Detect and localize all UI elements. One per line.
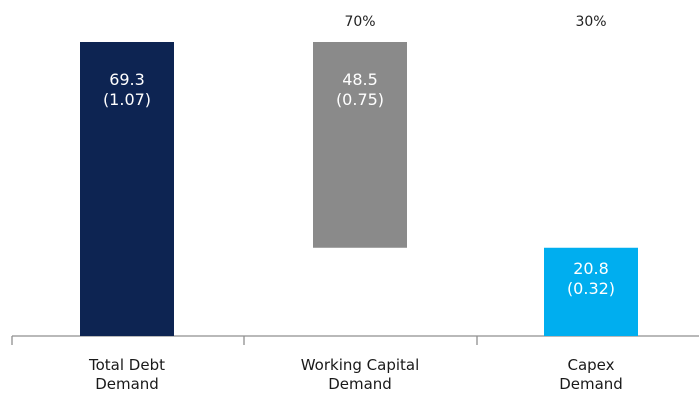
bar-1 bbox=[80, 42, 174, 336]
x-tick-label: Demand bbox=[328, 375, 392, 389]
bar-sublabel: (0.75) bbox=[336, 90, 384, 109]
share-label: 70% bbox=[344, 14, 375, 30]
bar-3 bbox=[544, 247, 638, 336]
x-tick-label: Working Capital bbox=[301, 356, 420, 374]
share-label: 30% bbox=[575, 14, 606, 30]
x-tick-label: Total Debt bbox=[88, 356, 165, 374]
bar-2 bbox=[313, 42, 407, 248]
x-tick-label: Demand bbox=[95, 375, 159, 389]
bar-value-label: 48.5 bbox=[342, 70, 378, 89]
bar-value-label: 20.8 bbox=[573, 259, 609, 278]
x-tick-label: Demand bbox=[559, 375, 623, 389]
x-tick-label: Capex bbox=[567, 356, 614, 374]
bar-sublabel: (0.32) bbox=[567, 279, 615, 298]
bar-sublabel: (1.07) bbox=[103, 90, 151, 109]
bar-value-label: 69.3 bbox=[109, 70, 145, 89]
